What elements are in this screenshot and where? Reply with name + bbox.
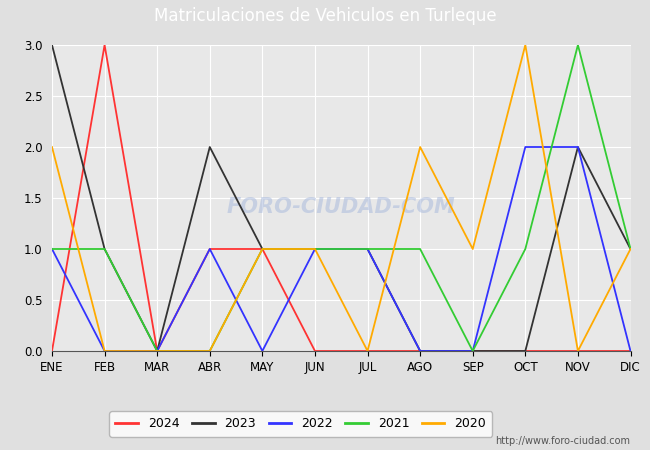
Legend: 2024, 2023, 2022, 2021, 2020: 2024, 2023, 2022, 2021, 2020 (109, 411, 493, 436)
Text: FORO-CIUDAD-COM: FORO-CIUDAD-COM (227, 197, 456, 217)
Text: http://www.foro-ciudad.com: http://www.foro-ciudad.com (495, 436, 630, 446)
Text: Matriculaciones de Vehiculos en Turleque: Matriculaciones de Vehiculos en Turleque (153, 7, 497, 25)
